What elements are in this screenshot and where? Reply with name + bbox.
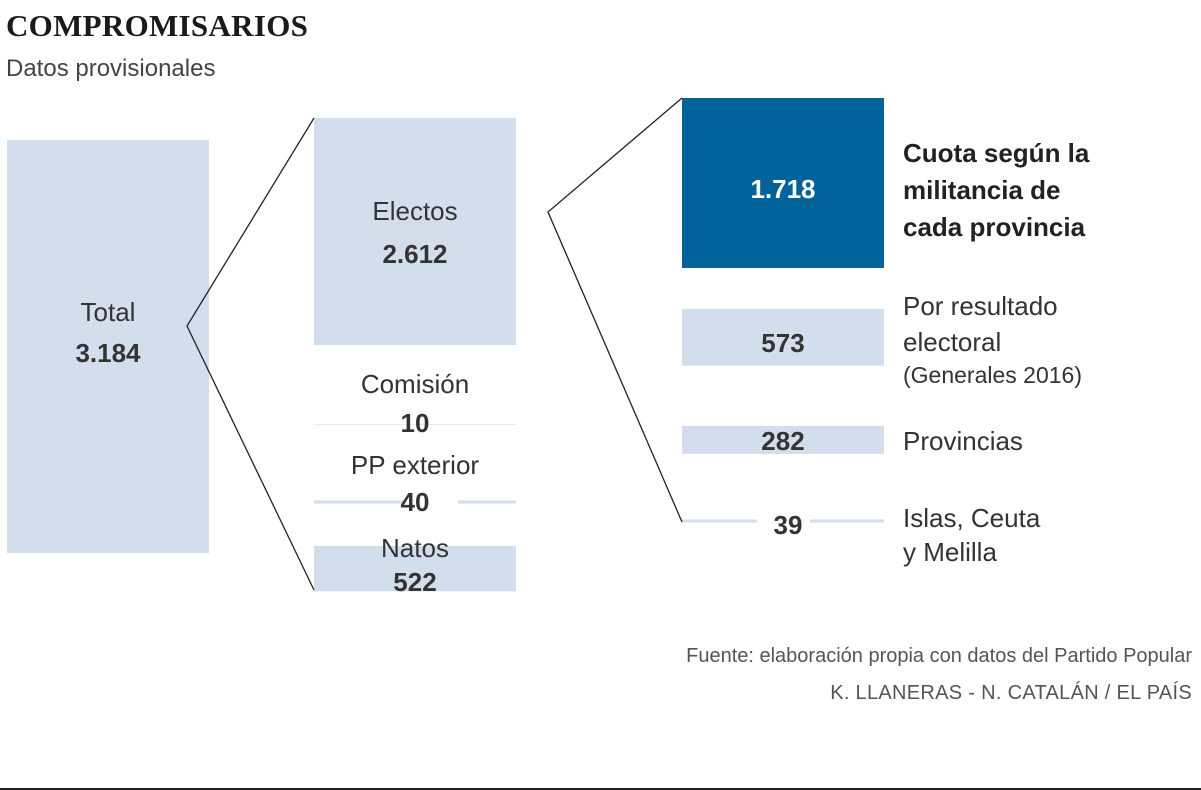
value-cuota: 1.718 [750,174,815,204]
bar-islas-left [682,519,757,523]
label-resultado-line-1: Por resultado [903,291,1058,321]
bar-comision [314,424,516,425]
bottom-rule [0,788,1201,790]
value-islas: 39 [774,510,803,540]
value-pp-exterior: 40 [401,487,430,517]
label-natos: Natos [381,533,449,563]
connector-electos [547,97,683,523]
label-cuota-line-1: Cuota según la [903,138,1090,168]
bar-cuota [682,98,884,268]
bar-provincias [682,426,884,454]
credit-note: K. LLANERAS - N. CATALÁN / EL PAÍS [830,682,1192,704]
label-total: Total [81,297,136,327]
value-electos: 2.612 [382,239,447,269]
label-cuota-line-2: militancia de [903,175,1061,205]
label-resultado-line-2: electoral [903,327,1001,357]
label-provincias: Provincias [903,426,1023,456]
label-islas-line-1: Islas, Ceuta [903,503,1041,533]
bar-pp-exterior-left [314,500,406,504]
label-comision: Comisión [361,369,469,399]
bar-resultado [682,309,884,366]
bar-natos [314,546,516,592]
bar-pp-exterior-right [458,500,516,504]
value-provincias: 282 [761,426,804,456]
label-islas-line-2: y Melilla [903,537,997,567]
connector-total [186,117,315,591]
label-cuota-line-3: cada provincia [903,212,1086,242]
value-resultado: 573 [761,328,804,358]
bar-electos [314,118,516,345]
value-total: 3.184 [75,338,141,368]
label-electos: Electos [372,196,457,226]
label-resultado-line-3: (Generales 2016) [903,362,1082,388]
label-pp-exterior: PP exterior [351,450,479,480]
value-natos: 522 [393,567,436,597]
chart-title: COMPROMISARIOS [6,8,309,43]
bar-total [7,140,209,553]
value-comision: 10 [401,408,430,438]
source-note: Fuente: elaboración propia con datos del… [686,645,1192,667]
chart-subtitle: Datos provisionales [6,55,216,82]
bar-islas-right [810,519,884,523]
